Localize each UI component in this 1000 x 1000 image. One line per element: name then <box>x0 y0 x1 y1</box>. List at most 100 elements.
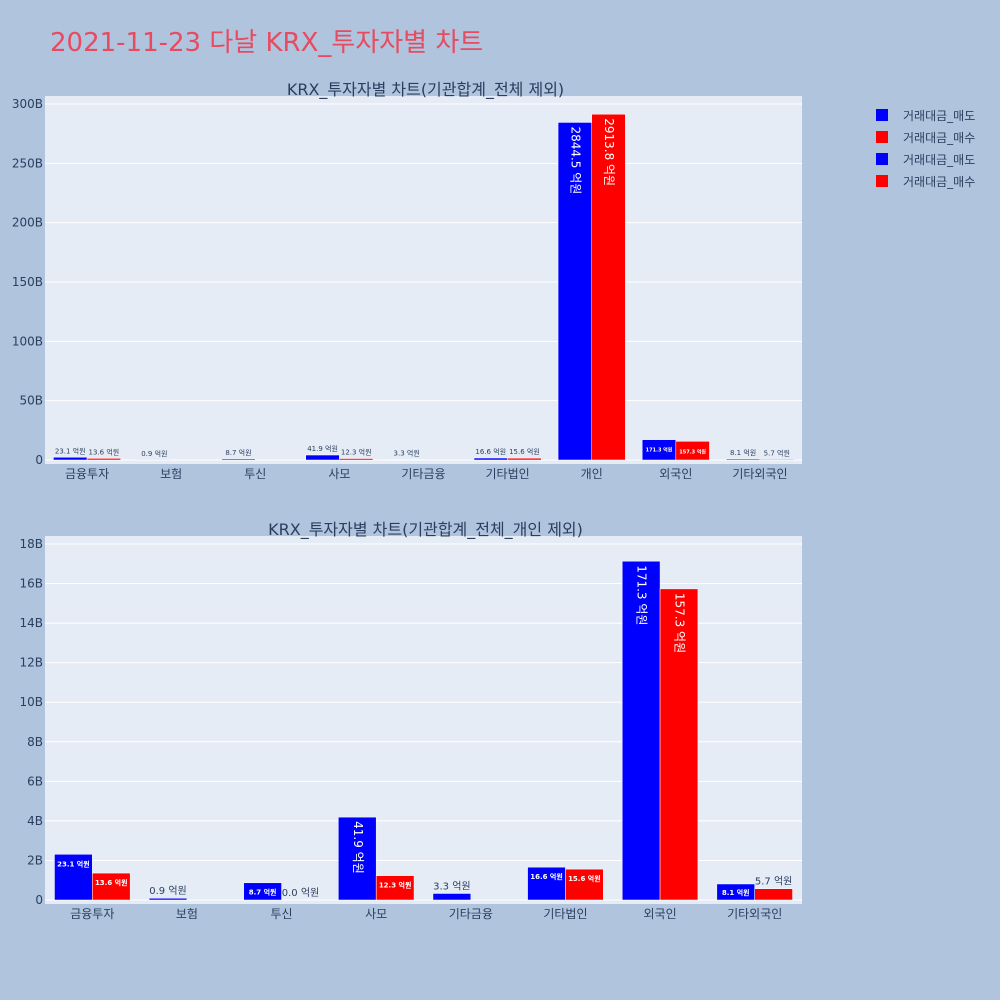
y-tick-label: 14B <box>19 616 43 630</box>
legend-label: 거래대금_매도 <box>903 108 976 123</box>
y-tick-label: 100B <box>12 334 43 348</box>
x-tick-label: 금융투자 <box>70 907 114 921</box>
y-tick-label: 0 <box>35 893 43 907</box>
bar <box>243 882 282 901</box>
chart-1: 0 50B 100B 150B 200B 250B 300B KRX_투자자별 차트(기관합계… <box>12 80 802 481</box>
legend-item[interactable]: 거래대금_매수 <box>876 126 975 148</box>
data-label: 13.6 억원 <box>95 878 128 887</box>
legend-swatch <box>876 109 888 121</box>
data-label: 171.3 억원 <box>646 447 673 454</box>
data-label: 2844.5 억원 <box>568 126 582 194</box>
data-label: 2913.8 억원 <box>602 118 616 186</box>
y-tick-label: 18B <box>19 537 43 551</box>
data-label: 23.1 억원 <box>57 859 90 868</box>
x-tick-label: 기타금융 <box>401 467 445 481</box>
data-label: 16.6 억원 <box>475 447 506 456</box>
y-tick-label: 2B <box>27 853 43 867</box>
bar <box>375 875 415 901</box>
data-label: 3.3 억원 <box>394 449 420 458</box>
bar <box>527 866 566 901</box>
x-tick-label: 기타법인 <box>543 907 587 921</box>
x-tick-label: 투신 <box>271 907 293 921</box>
bar <box>53 457 88 461</box>
bar <box>148 897 188 901</box>
legend-swatch <box>876 131 888 143</box>
y-tick-label: 10B <box>19 695 43 709</box>
y-tick-label: 300B <box>12 97 43 111</box>
y-tick-label: 4B <box>27 814 43 828</box>
bar <box>675 441 710 461</box>
bar <box>565 868 604 901</box>
bar <box>432 893 472 901</box>
data-label: 15.6 억원 <box>568 874 601 883</box>
x-tick-label: 보험 <box>176 907 198 921</box>
legend-swatch <box>876 175 888 187</box>
y-tick-label: 150B <box>12 275 43 289</box>
y-tick-label: 250B <box>12 156 43 170</box>
bar <box>557 122 592 461</box>
legend[interactable]: 거래대금_매도 거래대금_매수 거래대금_매도 거래대금_매수 <box>876 104 975 192</box>
bar <box>473 457 508 461</box>
legend-item[interactable]: 거래대금_매도 <box>876 104 975 126</box>
x-tick-label: 개인 <box>581 467 603 481</box>
data-label: 171.3 억원 <box>635 565 649 625</box>
bar <box>86 458 121 461</box>
y-tick-label: 12B <box>19 656 43 670</box>
legend-label: 거래대금_매수 <box>903 174 976 189</box>
data-label: 41.9 억원 <box>307 444 338 453</box>
x-tick-label: 기타법인 <box>486 467 530 481</box>
y-tick-label: 200B <box>12 216 43 230</box>
data-label: 16.6 억원 <box>530 872 563 881</box>
data-label: 8.1 억원 <box>722 888 750 897</box>
y-tick-label: 8B <box>27 735 43 749</box>
legend-swatch <box>876 153 888 165</box>
bar <box>726 458 761 461</box>
bar <box>759 459 794 461</box>
y-tick-label: 0 <box>35 453 43 467</box>
bar <box>54 854 93 901</box>
x-tick-label: 보험 <box>160 467 182 481</box>
data-label: 5.7 억원 <box>755 876 792 888</box>
bar <box>621 560 661 901</box>
data-label: 0.0 억원 <box>282 887 319 899</box>
x-tick-label: 금융투자 <box>65 467 109 481</box>
data-label: 5.7 억원 <box>764 448 790 457</box>
data-label: 0.9 억원 <box>149 885 186 897</box>
x-tick-label: 기타외국인 <box>732 467 787 481</box>
chart-2: 0 2B 4B 6B 8B 10B 12B 14B 16B 18B KRX_투자자별 차트(기관합계… <box>19 520 802 921</box>
chart-title: KRX_투자자별 차트(기관합계_전체_개인 제외) <box>268 520 583 540</box>
x-tick-label: 외국인 <box>644 907 677 921</box>
x-tick-label: 사모 <box>365 907 387 921</box>
data-label: 23.1 억원 <box>55 446 86 455</box>
y-tick-label: 16B <box>19 577 43 591</box>
x-tick-label: 사모 <box>328 467 350 481</box>
data-label: 13.6 억원 <box>89 447 120 456</box>
bar <box>659 588 699 901</box>
bar <box>507 457 542 461</box>
data-label: 8.7 억원 <box>249 887 277 896</box>
data-label: 8.1 억원 <box>730 448 756 457</box>
legend-label: 거래대금_매도 <box>903 152 976 167</box>
data-label: 0.9 억원 <box>141 449 167 458</box>
plot-area <box>45 96 802 464</box>
x-tick-label: 투신 <box>244 467 266 481</box>
data-label: 12.3 억원 <box>379 881 412 890</box>
bar <box>92 872 131 901</box>
bar <box>305 454 340 461</box>
y-tick-label: 50B <box>19 394 43 408</box>
legend-item[interactable]: 거래대금_매수 <box>876 170 975 192</box>
data-label: 41.9 억원 <box>351 821 365 874</box>
data-label: 3.3 억원 <box>433 880 470 892</box>
data-label: 12.3 억원 <box>341 448 372 457</box>
data-label: 15.6 억원 <box>509 447 540 456</box>
legend-item[interactable]: 거래대금_매도 <box>876 148 975 170</box>
data-label: 157.3 억원 <box>679 448 706 455</box>
x-tick-label: 기타외국인 <box>727 907 782 921</box>
y-tick-label: 6B <box>27 774 43 788</box>
x-tick-label: 외국인 <box>659 467 692 481</box>
bar <box>338 816 377 901</box>
bar <box>339 458 374 461</box>
bar <box>591 113 626 461</box>
bar <box>221 458 256 461</box>
